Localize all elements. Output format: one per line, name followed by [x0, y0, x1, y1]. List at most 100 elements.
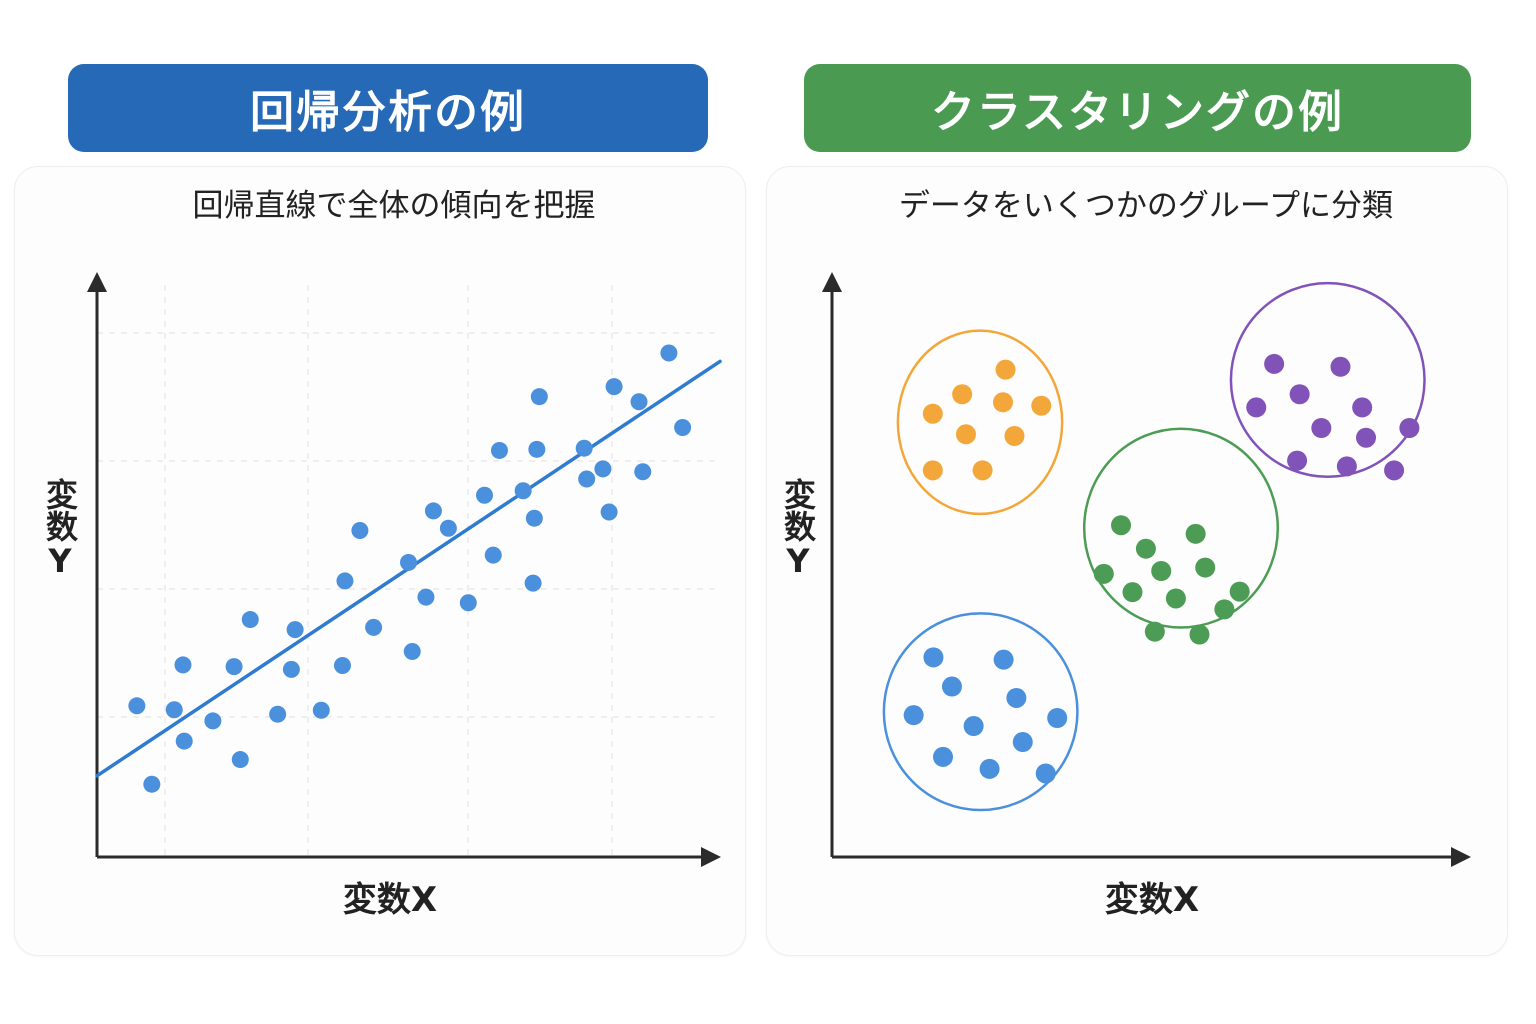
regression-axes: [87, 272, 721, 867]
cluster-point: [1330, 356, 1351, 377]
cluster-point: [941, 676, 962, 697]
cluster-point: [922, 460, 943, 481]
regression-point: [476, 486, 494, 504]
regression-point: [530, 388, 548, 406]
cluster-point: [979, 758, 1000, 779]
cluster-point: [1289, 384, 1310, 405]
cluster-point: [922, 403, 943, 424]
cluster-point: [1189, 624, 1210, 645]
clustering-y-axis-arrow-icon: [822, 272, 842, 292]
cluster-point: [903, 705, 924, 726]
regression-point: [143, 775, 161, 793]
cluster-ellipse: [1082, 427, 1280, 629]
cluster-point: [1012, 732, 1033, 753]
regression-point: [365, 618, 383, 636]
cluster-point: [1399, 418, 1420, 438]
cluster-point: [993, 649, 1014, 670]
cluster-point: [992, 392, 1013, 413]
cluster-point: [972, 460, 993, 481]
regression-point: [174, 656, 192, 674]
cluster-group: [882, 612, 1079, 812]
cluster-point: [1135, 538, 1156, 559]
cluster-point: [1122, 582, 1143, 603]
clustering-panel: [766, 166, 1508, 956]
regression-grid: [97, 285, 720, 857]
regression-point: [459, 594, 477, 612]
regression-point: [674, 418, 692, 436]
cluster-group: [1082, 427, 1280, 645]
regression-point: [403, 642, 421, 660]
regression-point: [312, 701, 330, 719]
cluster-point: [1151, 561, 1172, 581]
cluster-point: [1246, 397, 1267, 418]
regression-points: [128, 344, 692, 793]
cluster-point: [933, 746, 954, 767]
cluster-point: [923, 647, 944, 668]
regression-point: [282, 660, 300, 678]
clustering-y-axis-label: 変数Y: [779, 478, 817, 580]
regression-point: [630, 393, 648, 411]
regression-point: [578, 470, 596, 488]
regression-point: [600, 503, 618, 521]
cluster-point: [1006, 687, 1027, 708]
regression-point: [424, 502, 442, 520]
regression-point: [514, 482, 532, 500]
regression-point: [524, 574, 542, 592]
regression-point: [175, 732, 193, 750]
regression-point: [525, 509, 543, 527]
regression-x-axis-label: 変数X: [342, 880, 438, 920]
regression-point: [439, 519, 457, 537]
cluster-point: [1111, 515, 1132, 536]
regression-point: [594, 460, 612, 478]
clustering-header: クラスタリングの例: [804, 64, 1471, 152]
regression-point: [351, 522, 369, 540]
cluster-point: [1287, 450, 1308, 471]
cluster-ellipse: [882, 612, 1079, 812]
cluster-point: [952, 384, 973, 405]
regression-point: [225, 658, 243, 676]
cluster-point: [1264, 353, 1285, 374]
cluster-point: [1093, 563, 1114, 584]
regression-point: [634, 463, 652, 481]
regression-point: [490, 441, 508, 459]
cluster-point: [1144, 621, 1165, 642]
regression-point: [269, 705, 287, 723]
regression-subtitle: 回帰直線で全体の傾向を把握: [192, 188, 596, 224]
cluster-group: [896, 329, 1064, 516]
cluster-point: [955, 424, 976, 445]
regression-x-axis-arrow-icon: [701, 847, 721, 867]
cluster-point: [1352, 397, 1373, 418]
cluster-point: [1004, 426, 1025, 447]
regression-panel: [14, 166, 746, 956]
regression-point: [286, 621, 304, 639]
regression-point: [165, 701, 183, 719]
cluster-point: [1031, 395, 1052, 416]
cluster-point: [1356, 427, 1377, 448]
regression-point: [204, 712, 222, 730]
regression-header: 回帰分析の例: [68, 64, 708, 152]
clustering-subtitle: データをいくつかのグループに分類: [898, 188, 1394, 224]
cluster-point: [1195, 557, 1216, 578]
cluster-point: [963, 716, 984, 737]
regression-point: [417, 588, 435, 606]
cluster-group: [1229, 281, 1426, 481]
cluster-point: [1047, 708, 1068, 729]
regression-point: [660, 344, 678, 362]
regression-point: [484, 546, 502, 564]
cluster-point: [1229, 581, 1250, 602]
cluster-ellipse: [1229, 281, 1426, 478]
regression-point: [605, 378, 623, 396]
regression-point: [128, 697, 146, 715]
regression-point: [400, 553, 417, 571]
clustering-x-axis-label: 変数X: [1104, 880, 1200, 920]
cluster-point: [1214, 599, 1235, 620]
regression-point: [333, 656, 351, 674]
clustering-x-axis-arrow-icon: [1451, 847, 1471, 867]
cluster-point: [1336, 456, 1357, 477]
regression-point: [528, 440, 546, 458]
cluster-point: [1165, 588, 1186, 609]
cluster-point: [995, 359, 1016, 380]
cluster-point: [1035, 763, 1056, 784]
cluster-point: [1311, 418, 1332, 438]
clustering-axes: [822, 272, 1471, 867]
